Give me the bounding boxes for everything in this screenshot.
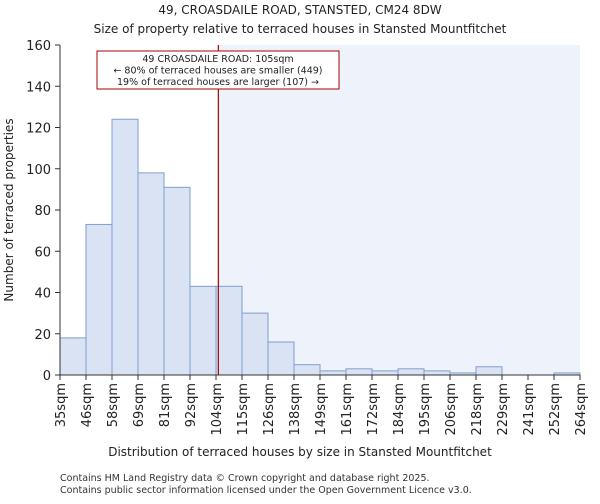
bar xyxy=(189,285,217,376)
x-tick-label: 46sqm xyxy=(80,383,95,427)
footer-line-1: Contains HM Land Registry data © Crown c… xyxy=(60,473,430,484)
y-axis-label: Number of terraced properties xyxy=(2,118,16,301)
annotation-line-3: 19% of terraced houses are larger (107) … xyxy=(117,77,319,88)
x-tick-label: 206sqm xyxy=(444,383,459,436)
bar xyxy=(85,223,113,376)
x-tick-label: 138sqm xyxy=(288,383,303,436)
x-tick-label: 252sqm xyxy=(548,383,563,436)
x-tick-label: 69sqm xyxy=(132,383,147,427)
chart-title: 49, CROASDAILE ROAD, STANSTED, CM24 8DW xyxy=(158,3,441,17)
bar xyxy=(423,370,451,376)
annotation-line-2: ← 80% of terraced houses are smaller (44… xyxy=(113,66,322,77)
y-tick-label: 0 xyxy=(43,369,51,384)
y-tick-label: 60 xyxy=(34,245,51,260)
bar xyxy=(215,285,243,376)
bar xyxy=(371,370,399,376)
bar xyxy=(111,118,139,376)
x-tick-label: 161sqm xyxy=(340,383,355,436)
y-tick-label: 100 xyxy=(26,163,51,178)
plot-area: 0 20 40 60 80 100 120 140 160 35sqm 46sqm 58sqm 69sq… xyxy=(26,39,589,436)
footer-line-2: Contains public sector information licen… xyxy=(60,485,472,496)
x-tick-label: 115sqm xyxy=(236,383,251,436)
x-tick-label: 195sqm xyxy=(418,383,433,436)
bar xyxy=(267,341,295,376)
x-tick-label: 81sqm xyxy=(158,383,173,427)
bar xyxy=(397,368,425,376)
bar xyxy=(137,172,165,376)
x-tick-label: 149sqm xyxy=(314,383,329,436)
x-tick-label: 184sqm xyxy=(392,383,407,436)
annotation-line-1: 49 CROASDAILE ROAD: 105sqm xyxy=(142,54,293,65)
annotation-box xyxy=(96,50,340,90)
bar xyxy=(241,312,269,376)
bar xyxy=(319,370,347,376)
y-tick-label: 120 xyxy=(26,122,51,137)
bar xyxy=(475,366,503,376)
bar xyxy=(163,186,191,376)
x-tick-label: 229sqm xyxy=(496,383,511,436)
chart-subtitle: Size of property relative to terraced ho… xyxy=(94,22,507,36)
bar xyxy=(59,337,87,376)
x-tick-label: 264sqm xyxy=(574,383,589,436)
y-tick-label: 40 xyxy=(34,287,51,302)
y-tick-label: 140 xyxy=(26,80,51,95)
x-axis-label: Distribution of terraced houses by size … xyxy=(108,445,492,459)
y-tick-label: 80 xyxy=(34,204,51,219)
x-tick-label: 218sqm xyxy=(470,383,485,436)
x-tick-label: 92sqm xyxy=(184,383,199,427)
y-tick-label: 160 xyxy=(26,39,51,54)
larger-properties-region xyxy=(218,45,580,375)
x-tick-label: 172sqm xyxy=(366,383,381,436)
bar xyxy=(345,368,373,376)
x-tick-label: 241sqm xyxy=(522,383,537,436)
bar xyxy=(293,364,321,376)
x-tick-label: 58sqm xyxy=(106,383,121,427)
x-tick-label: 35sqm xyxy=(54,383,69,427)
x-tick-label: 126sqm xyxy=(262,383,277,436)
y-tick-label: 20 xyxy=(34,328,51,343)
x-tick-label: 104sqm xyxy=(210,383,225,436)
